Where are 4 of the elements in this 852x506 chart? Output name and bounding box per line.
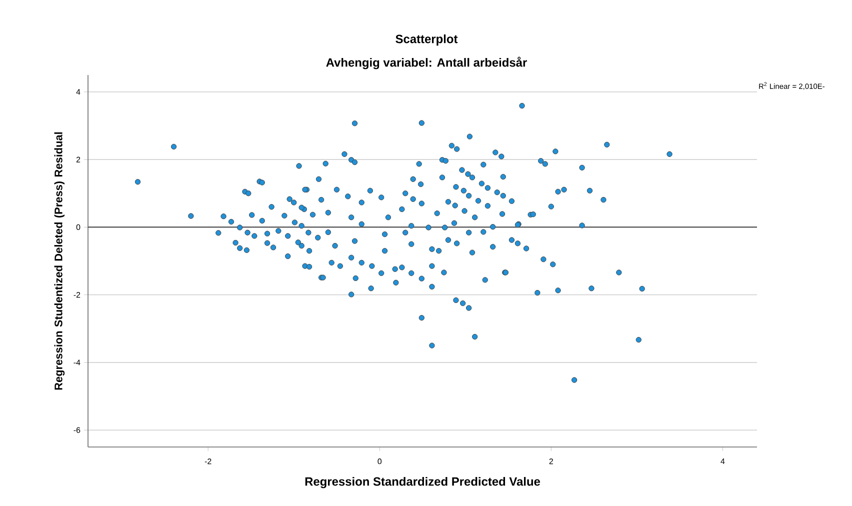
y-axis-title: Regression Studentized Deleted (Press) Residual (54, 132, 65, 390)
chart-title: Scatterplot (396, 34, 458, 46)
x-axis-title: Regression Standardized Predicted Value (305, 476, 540, 488)
chart-subtitle: Avhengig variabel: Antall arbeidsår (326, 56, 527, 70)
